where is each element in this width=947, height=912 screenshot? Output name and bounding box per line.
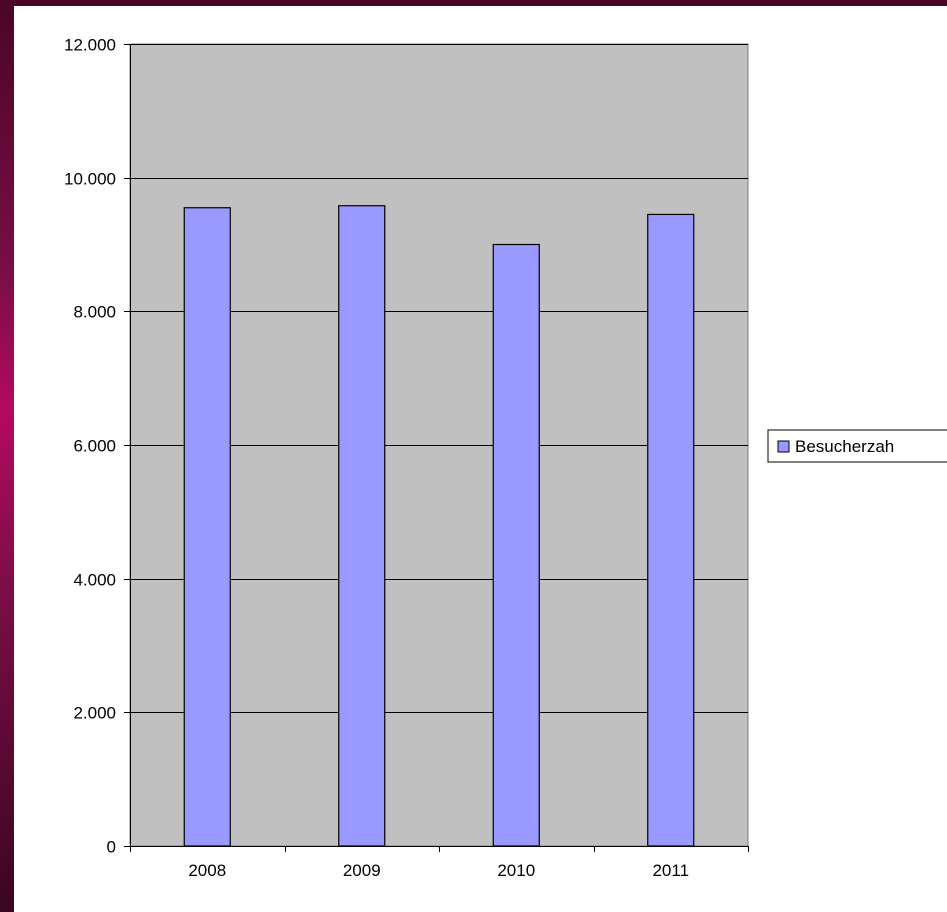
legend-label: Besucherzah: [795, 437, 894, 456]
y-axis-ticks: 0 2.000 4.000 6.000 8.000 10.000 12.000: [64, 36, 130, 857]
x-axis-ticks: 2008 2009 2010 2011: [130, 846, 749, 880]
x-tick-label: 2008: [188, 861, 226, 880]
bars: [183, 205, 695, 847]
bar-2011: [647, 213, 695, 847]
legend-box: [767, 429, 947, 463]
x-tick-label: 2010: [497, 861, 535, 880]
y-tick-label: 12.000: [64, 36, 116, 55]
y-tick-label: 10.000: [64, 170, 116, 189]
bar-2010: [492, 243, 540, 847]
y-tick-label: 8.000: [73, 303, 116, 322]
y-tick-label: 6.000: [73, 437, 116, 456]
y-tick-label: 2.000: [73, 704, 116, 723]
bar-2008: [183, 207, 231, 847]
legend-swatch: [777, 440, 790, 453]
y-tick-label: 0: [107, 838, 116, 857]
x-tick-label: 2011: [652, 861, 689, 880]
bar-2009: [338, 205, 386, 847]
legend: Besucherzah: [767, 429, 947, 463]
x-tick-label: 2009: [343, 861, 381, 880]
y-tick-label: 4.000: [73, 571, 116, 590]
gridlines: [130, 44, 748, 713]
